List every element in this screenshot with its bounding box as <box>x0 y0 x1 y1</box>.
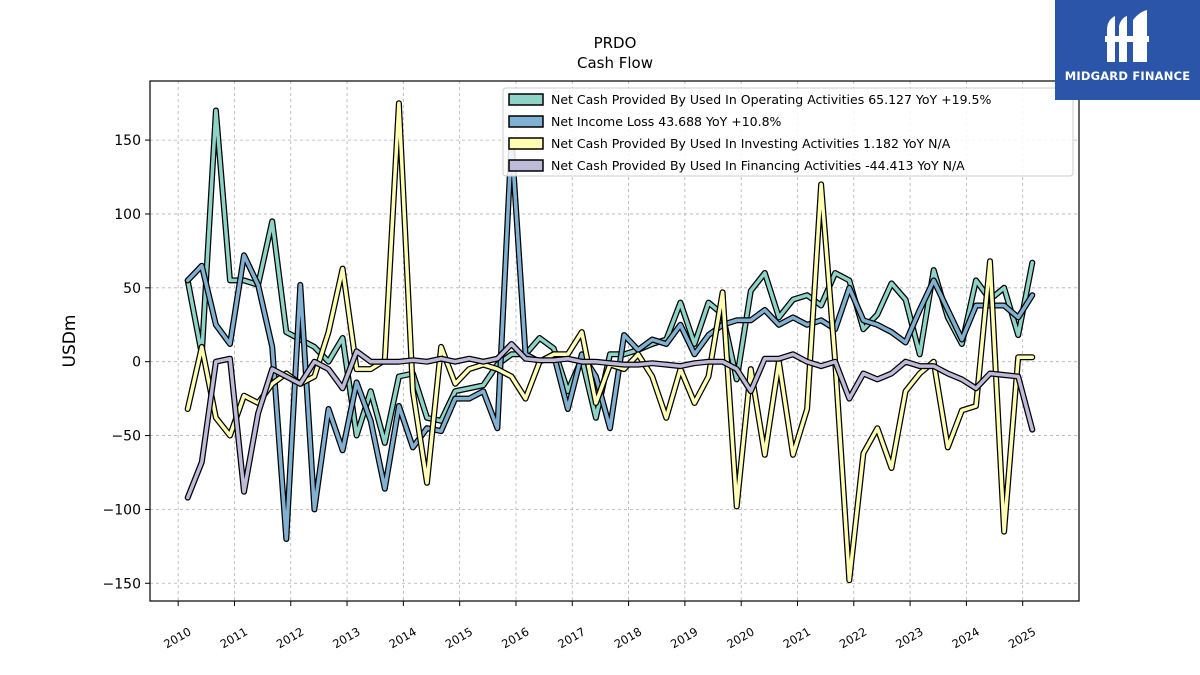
y-tick-label: −150 <box>103 576 141 592</box>
legend-swatch-3 <box>508 159 544 172</box>
legend-swatch-2 <box>508 137 544 150</box>
logo-mark-icon <box>1105 10 1149 62</box>
legend: Net Cash Provided By Used In Operating A… <box>502 87 1074 177</box>
legend-entry-1: Net Income Loss 43.688 YoY +10.8% <box>551 114 782 129</box>
y-tick-label: 50 <box>123 281 141 297</box>
y-tick-label: −50 <box>111 429 141 445</box>
y-tick-label: −100 <box>103 502 141 518</box>
y-tick-label: 100 <box>114 207 141 223</box>
y-axis-ticks: 150 100 50 0 −50 −100 −150 <box>103 133 150 592</box>
y-axis-label: USDm <box>60 315 80 368</box>
series-line-1 <box>185 138 1035 541</box>
legend-swatch-1 <box>508 115 544 128</box>
midgard-finance-logo: MIDGARD FINANCE <box>1055 0 1200 100</box>
legend-entry-2: Net Cash Provided By Used In Investing A… <box>551 136 951 151</box>
legend-entry-0: Net Cash Provided By Used In Operating A… <box>551 92 991 107</box>
legend-swatch-0 <box>508 93 544 106</box>
chart-title: PRDO <box>594 34 637 52</box>
y-tick-label: 150 <box>114 133 141 149</box>
y-tick-label: 0 <box>132 355 141 371</box>
chart-subtitle: Cash Flow <box>577 54 653 72</box>
series-line-0 <box>185 108 1035 445</box>
series-line-3 <box>185 342 1035 500</box>
legend-box <box>502 87 1074 177</box>
plot-frame <box>149 80 1080 602</box>
logo-text: MIDGARD FINANCE <box>1064 69 1191 83</box>
legend-entry-3: Net Cash Provided By Used In Financing A… <box>551 158 965 173</box>
series-lines <box>184 100 1036 584</box>
